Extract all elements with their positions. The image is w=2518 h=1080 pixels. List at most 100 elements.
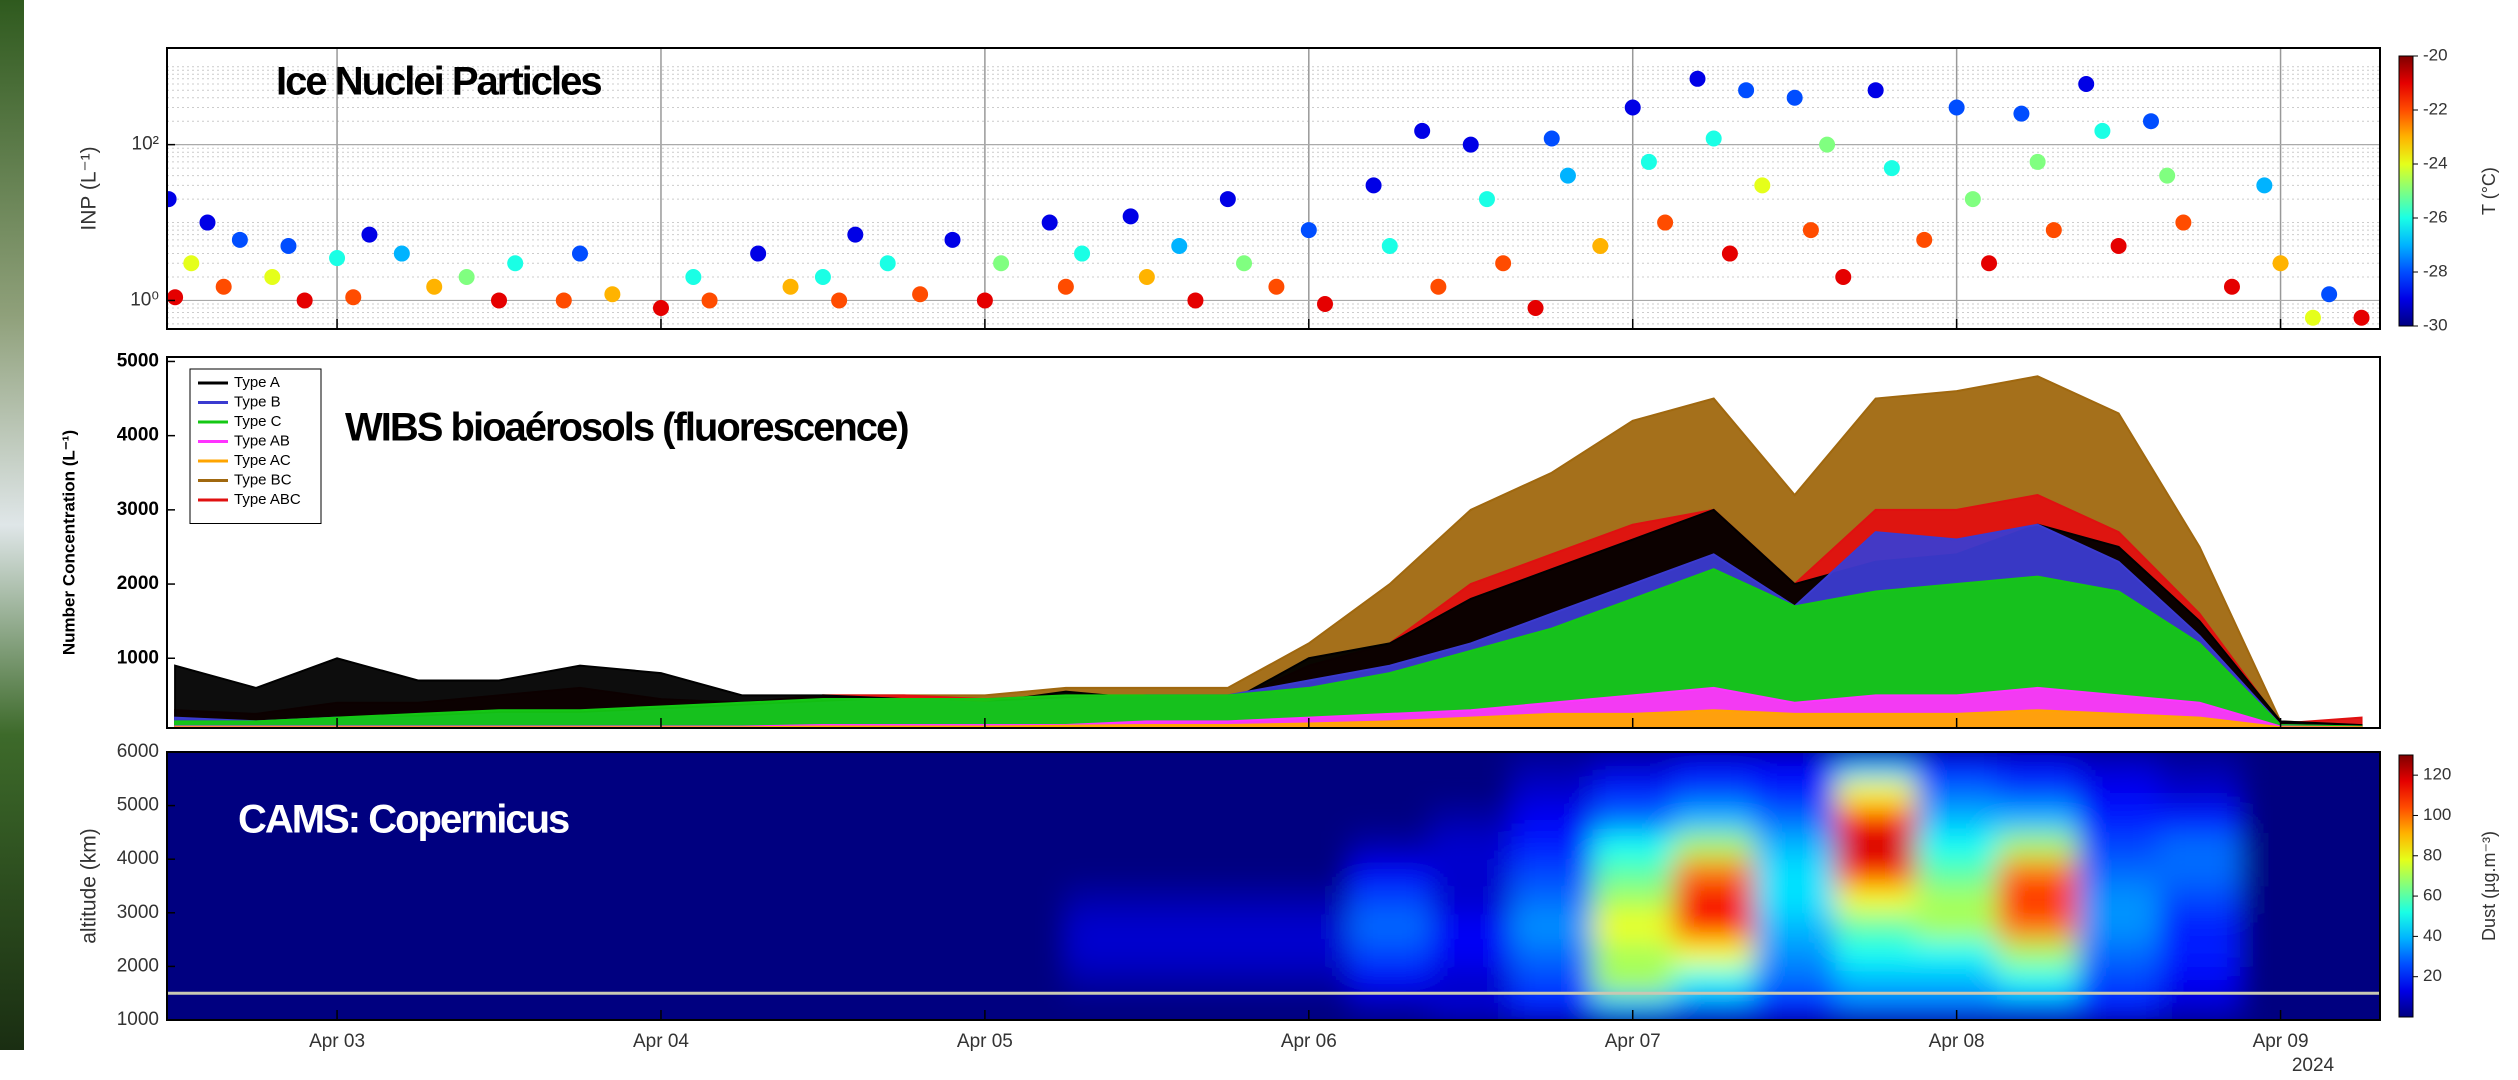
inp-point [1414,122,1431,139]
heat-cell [1835,993,1917,1020]
heat-cell [499,966,1067,994]
heat-cell [2159,859,2241,887]
heat-cell [1511,778,1593,807]
heat-cell [1430,859,1512,887]
heat-cell [2240,886,2380,914]
y-tick-label: 10² [132,134,159,155]
heat-cell [1916,939,1998,967]
heat-cell [167,939,500,967]
heat-cell [2078,886,2160,914]
heat-cell [2159,993,2241,1020]
inp-point [2175,214,2192,231]
heat-cell [1349,752,1431,780]
inp-point [361,226,378,243]
heat-cell [1835,966,1917,994]
heat-cell [1997,778,2079,807]
heat-cell [167,832,500,860]
inp-point [1640,153,1657,170]
x-tick-label: Apr 05 [957,1031,1013,1052]
heat-cell [1592,912,1674,941]
inp-point [264,268,281,285]
inp-point [2110,237,2127,254]
cb-tick-label: -24 [2423,153,2448,172]
cb-tick-label: 80 [2423,845,2442,864]
y-tick-label: 3000 [117,902,159,923]
heat-cell [1511,966,1593,994]
inp-point [847,226,864,243]
heat-cell [499,778,1067,807]
y-tick-label: 2000 [117,573,159,594]
year-label: 2024 [2292,1055,2335,1076]
heat-cell [2240,805,2380,833]
inp-point [329,250,346,267]
inp-point [491,292,508,309]
legend-label: Type B [234,393,281,410]
inp-point [1981,255,1998,272]
inp-point [1738,82,1755,99]
heat-cell [1916,912,1998,941]
inp-point [1819,136,1836,153]
heat-cell [1430,752,1512,780]
heat-cell [1754,778,1836,807]
inp-point [879,255,896,272]
heat-cell [1673,966,1755,994]
heat-cell [1511,752,1593,780]
inp-point [215,278,232,295]
inp-point [1041,214,1058,231]
inp-point [1478,191,1495,208]
inp-point [167,191,177,208]
heat-cell [1754,886,1836,914]
cb-tick-label: 20 [2423,966,2442,985]
heat-cell [1065,859,1350,887]
plot-area [167,357,2380,728]
heat-cell [1997,912,2079,941]
inp-point [280,237,297,254]
heat-cell [1673,805,1755,833]
photo-strip [0,0,24,1050]
heat-cell [1916,752,1998,780]
heat-cell [499,752,1067,780]
inp-point [1705,130,1722,147]
y-axis-label: Number Concentration (L⁻¹) [59,430,78,655]
heat-cell [1592,752,1674,780]
heat-cell [1349,832,1431,860]
heat-cell [1835,859,1917,887]
heat-cell [1430,966,1512,994]
y-tick-label: 3000 [117,499,159,520]
heat-cell [2240,939,2380,967]
cb-tick-label: -28 [2423,261,2448,280]
inp-point [507,255,524,272]
heat-cell [1349,778,1431,807]
heat-cell [2078,993,2160,1020]
plot-area [167,752,2380,1020]
inp-point [1122,208,1139,225]
legend-label: Type A [234,374,280,391]
heat-cell [1916,859,1998,887]
inp-point [1074,245,1091,262]
cb-tick-label: 60 [2423,886,2442,905]
inp-point [604,286,621,303]
inp-point [993,255,1010,272]
cb-tick-label: 100 [2423,805,2451,824]
heat-cell [1673,752,1755,780]
heat-cell [2159,939,2241,967]
inp-point [1689,70,1706,87]
heat-cell [167,886,500,914]
heat-cell [1349,939,1431,967]
heat-cell [1835,752,1917,780]
inp-point [2078,76,2095,93]
heat-cell [1673,939,1755,967]
heat-cell [2240,993,2380,1020]
inp-point [2159,167,2176,184]
inp-point [1721,245,1738,262]
panel-title: CAMS: Copernicus [238,798,569,842]
heat-cell [2159,966,2241,994]
heat-cell [2078,912,2160,941]
heat-cell [1916,966,1998,994]
y-axis-label: INP (L⁻¹) [78,146,101,230]
y-tick-label: 4000 [117,848,159,869]
inp-point [1236,255,1253,272]
heat-cell [1835,832,1917,860]
heat-cell [1916,805,1998,833]
